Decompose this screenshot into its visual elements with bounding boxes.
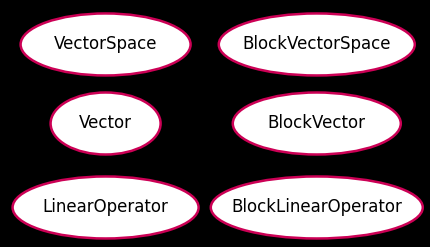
Text: VectorSpace: VectorSpace: [54, 36, 157, 53]
Text: BlockLinearOperator: BlockLinearOperator: [231, 199, 401, 216]
Ellipse shape: [21, 13, 190, 76]
Text: Vector: Vector: [79, 115, 132, 132]
Ellipse shape: [232, 92, 400, 155]
Text: LinearOperator: LinearOperator: [43, 199, 168, 216]
Text: BlockVectorSpace: BlockVectorSpace: [242, 36, 390, 53]
Ellipse shape: [210, 176, 422, 239]
Ellipse shape: [218, 13, 414, 76]
Ellipse shape: [12, 176, 198, 239]
Ellipse shape: [50, 92, 160, 155]
Text: BlockVector: BlockVector: [267, 115, 365, 132]
